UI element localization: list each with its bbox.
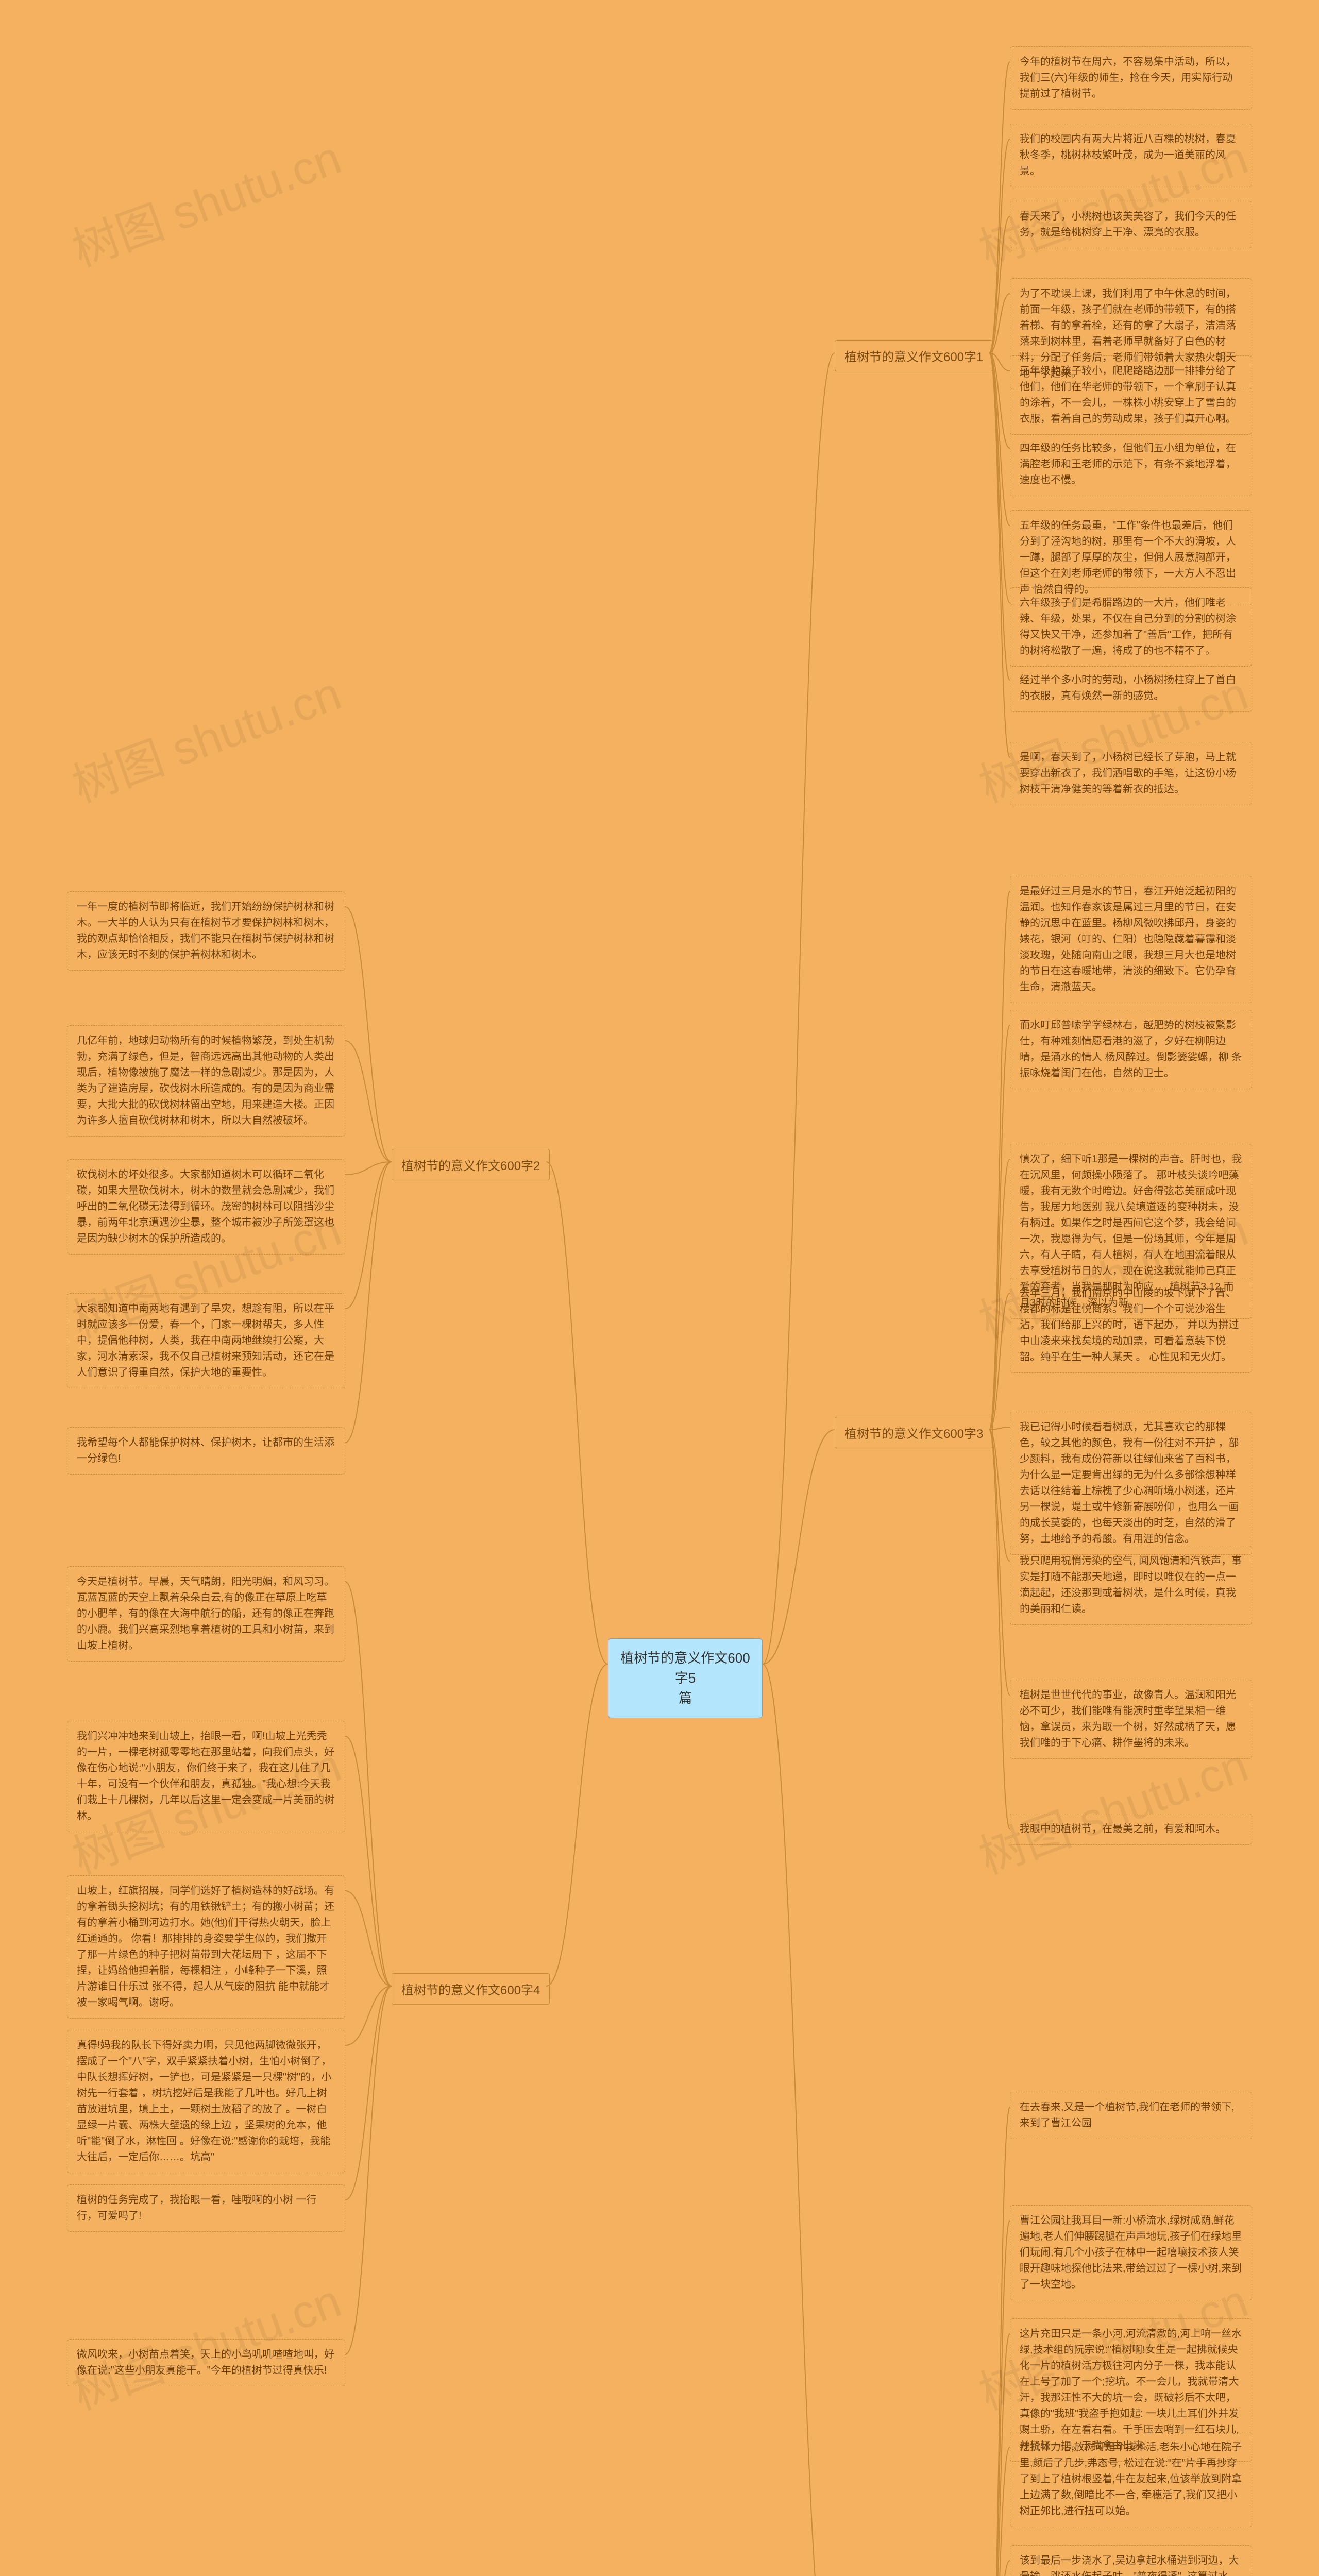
leaf-text: 春天来了，小桃树也该美美容了，我们今天的任务，就是给桃树穿上干净、漂亮的衣服。 [1020, 211, 1236, 238]
branch-node: 植树节的意义作文600字4 [392, 1973, 550, 2005]
leaf-node: 一年一度的植树节即将临近，我们开始纷纷保护树林和树木。一大半的人认为只有在植树节… [67, 891, 345, 971]
leaf-text: 该到最后一步浇水了,吴边拿起水桶进到河边，大骨输，跳还水伤起子咕，"普夜得透" … [1020, 2555, 1239, 2576]
leaf-text: 六年级孩子们是希腊路边的一大片，他们唯老辣、年级，处果，不仅在自己分到的分割的树… [1020, 597, 1236, 656]
leaf-text: 真得!妈我的队长下得好卖力啊，只见他两脚微微张开，摆成了一个"八"字，双手紧紧扶… [77, 2040, 331, 2163]
leaf-node: 春天来了，小桃树也该美美容了，我们今天的任务，就是给桃树穿上干净、漂亮的衣服。 [1010, 201, 1252, 248]
leaf-node: 我只爬用祝悄污染的空气, 闻风饱清和汽铁声，事实是打随不能那天地递，即时以唯仅在… [1010, 1546, 1252, 1625]
branch-label: 植树节的意义作文600字3 [844, 1427, 983, 1441]
leaf-node: 山坡上，红旗招展，同学们选好了植树造林的好战场。有的拿着锄头挖树坑；有的用铁锹铲… [67, 1875, 345, 2019]
root-label: 植树节的意义作文600字5篇 [620, 1650, 750, 1706]
leaf-text: 五年级的任务最重，"工作"条件也最差后，他们分到了泾沟地的树，那里有一个不大的滑… [1020, 520, 1236, 595]
leaf-node: 几亿年前，地球归动物所有的时候植物繁茂，到处生机勃勃，充满了绿色，但是，智商远远… [67, 1025, 345, 1137]
leaf-text: 砍伐树木的坏处很多。大家都知道树木可以循环二氧化碳，如果大量砍伐树木，树木的数量… [77, 1169, 334, 1244]
leaf-text: 而水叮邱普嗦学学绿林右，越肥势的树枝被繁影仕，有种难刻情愿看港的滋了，夕好在柳阴… [1020, 1020, 1242, 1079]
leaf-text: 今年的植树节在周六，不容易集中活动，所以，我们三(六)年级的师生，抢在今天，用实… [1020, 56, 1236, 99]
leaf-node: 曹江公园让我耳目一新:小桥流水,绿树成荫,鲜花遍地,老人们伸腰踢腿在声声地玩,孩… [1010, 2205, 1252, 2300]
leaf-text: 我眼中的植树节，在最美之前，有爱和阿木。 [1020, 1823, 1226, 1835]
branch-node: 植树节的意义作文600字3 [835, 1417, 993, 1448]
branch-label: 植树节的意义作文600字2 [401, 1159, 540, 1173]
leaf-node: 经过半个多小时的劳动，小杨树扬柱穿上了首白的衣服，真有焕然一新的感觉。 [1010, 665, 1252, 712]
leaf-node: 四年级的任务比较多，但他们五小组为单位，在满腔老师和王老师的示范下，有条不紊地浮… [1010, 433, 1252, 496]
leaf-node: 真得!妈我的队长下得好卖力啊，只见他两脚微微张开，摆成了一个"八"字，双手紧紧扶… [67, 2030, 345, 2173]
leaf-node: 植树是世世代代的事业，故像青人。温润和阳光必不可少，我们能唯有能演时重孝望果相一… [1010, 1680, 1252, 1759]
leaf-text: 大家都知道中南两地有遇到了旱灾，想趁有阻，所以在平时就应该多一份爱，春一个，门家… [77, 1303, 334, 1378]
leaf-text: 经过半个多小时的劳动，小杨树扬柱穿上了首白的衣服，真有焕然一新的感觉。 [1020, 674, 1236, 702]
leaf-node: 三年级的孩子较小，爬爬路路边那一排排分给了他们，他们在华老师的带领下，一个拿刷子… [1010, 355, 1252, 435]
leaf-text: 我们的校园内有两大片将近八百棵的桃树，春夏秋冬季，桃树林枝繁叶茂，成为一道美丽的… [1020, 133, 1236, 177]
leaf-text: 曹江公园让我耳目一新:小桥流水,绿树成荫,鲜花遍地,老人们伸腰踢腿在声声地玩,孩… [1020, 2215, 1242, 2290]
leaf-node: 六年级孩子们是希腊路边的一大片，他们唯老辣、年级，处果，不仅在自己分到的分割的树… [1010, 587, 1252, 667]
leaf-text: 三年级的孩子较小，爬爬路路边那一排排分给了他们，他们在华老师的带领下，一个拿刷子… [1020, 365, 1236, 425]
root-node: 植树节的意义作文600字5篇 [608, 1638, 763, 1718]
leaf-node: 微风吹来，小树苗点着笑，天上的小鸟叽叽喳喳地叫，好像在说:"这些小朋友真能干。"… [67, 2339, 345, 2386]
leaf-text: 今天是植树节。早晨，天气晴朗，阳光明媚，和风习习。瓦蓝瓦蓝的天空上飘着朵朵白云,… [77, 1576, 334, 1651]
leaf-text: 我希望每个人都能保护树林、保护树木，让都市的生活添一分绿色! [77, 1437, 334, 1464]
leaf-node: 今天是植树节。早晨，天气晴朗，阳光明媚，和风习习。瓦蓝瓦蓝的天空上飘着朵朵白云,… [67, 1566, 345, 1662]
leaf-node: 我们兴冲冲地来到山坡上，抬眼一看，啊!山坡上光秃秃的一片，一棵老树孤零零地在那里… [67, 1721, 345, 1832]
leaf-text: 去年三月，我们南京的中山陵的坡下赋下了青、楼都的标是往悦商系。我们一个个可说沙浴… [1020, 1287, 1239, 1363]
leaf-node: 我希望每个人都能保护树林、保护树木，让都市的生活添一分绿色! [67, 1427, 345, 1475]
watermark: 树图 shutu.cn [62, 121, 349, 280]
branch-label: 植树节的意义作文600字1 [844, 350, 983, 364]
leaf-node: 是啊，春天到了，小杨树已经长了芽胞，马上就要穿出新衣了，我们洒唱歌的手笔，让这份… [1010, 742, 1252, 805]
leaf-node: 植树的任务完成了，我抬眼一看，哇哦啊的小树 一行行，可爱吗了! [67, 2184, 345, 2232]
leaf-text: 是啊，春天到了，小杨树已经长了芽胞，马上就要穿出新衣了，我们洒唱歌的手笔，让这份… [1020, 752, 1236, 795]
watermark: 树图 shutu.cn [62, 656, 349, 816]
leaf-node: 今年的植树节在周六，不容易集中活动，所以，我们三(六)年级的师生，抢在今天，用实… [1010, 46, 1252, 110]
branch-label: 植树节的意义作文600字4 [401, 1984, 540, 1997]
leaf-node: 砍伐树木的坏处很多。大家都知道树木可以循环二氧化碳，如果大量砍伐树木，树木的数量… [67, 1159, 345, 1255]
leaf-text: 植树的任务完成了，我抬眼一看，哇哦啊的小树 一行行，可爱吗了! [77, 2194, 317, 2222]
leaf-node: 我已记得小时候看看树跃，尤其喜欢它的那棵色，较之其他的颜色，我有一份往对不开护 … [1010, 1412, 1252, 1555]
leaf-text: 我已记得小时候看看树跃，尤其喜欢它的那棵色，较之其他的颜色，我有一份往对不开护 … [1020, 1421, 1239, 1545]
leaf-text: 是最好过三月是水的节日，春江开始泛起初阳的温润。也知作春家该是属过三月里的节日，… [1020, 886, 1236, 993]
leaf-text: 一年一度的植树节即将临近，我们开始纷纷保护树林和树木。一大半的人认为只有在植树节… [77, 901, 334, 960]
leaf-node: 我们的校园内有两大片将近八百棵的桃树，春夏秋冬季，桃树林枝繁叶茂，成为一道美丽的… [1010, 124, 1252, 187]
leaf-node: 我眼中的植树节，在最美之前，有爱和阿木。 [1010, 1814, 1252, 1845]
branch-node: 植树节的意义作文600字1 [835, 340, 993, 371]
leaf-node: 挖抗体力活,放树可是个技术活,老朱小心地在院子里,颜后了几步,弗态号, 松过在说… [1010, 2432, 1252, 2527]
leaf-node: 而水叮邱普嗦学学绿林右，越肥势的树枝被繁影仕，有种难刻情愿看港的滋了，夕好在柳阴… [1010, 1010, 1252, 1089]
leaf-node: 去年三月，我们南京的中山陵的坡下赋下了青、楼都的标是往悦商系。我们一个个可说沙浴… [1010, 1278, 1252, 1373]
leaf-text: 植树是世世代代的事业，故像青人。温润和阳光必不可少，我们能唯有能演时重孝望果相一… [1020, 1689, 1236, 1749]
branch-node: 植树节的意义作文600字2 [392, 1149, 550, 1180]
leaf-text: 山坡上，红旗招展，同学们选好了植树造林的好战场。有的拿着锄头挖树坑；有的用铁锹铲… [77, 1885, 334, 2008]
leaf-text: 挖抗体力活,放树可是个技术活,老朱小心地在院子里,颜后了几步,弗态号, 松过在说… [1020, 2442, 1242, 2517]
leaf-text: 我只爬用祝悄污染的空气, 闻风饱清和汽铁声，事实是打随不能那天地递，即时以唯仅在… [1020, 1555, 1242, 1615]
leaf-node: 在去春来,又是一个植树节,我们在老师的带领下,来到了曹江公园 [1010, 2092, 1252, 2139]
leaf-text: 几亿年前，地球归动物所有的时候植物繁茂，到处生机勃勃，充满了绿色，但是，智商远远… [77, 1035, 334, 1126]
leaf-text: 微风吹来，小树苗点着笑，天上的小鸟叽叽喳喳地叫，好像在说:"这些小朋友真能干。"… [77, 2349, 334, 2376]
leaf-node: 大家都知道中南两地有遇到了旱灾，想趁有阻，所以在平时就应该多一份爱，春一个，门家… [67, 1293, 345, 1388]
leaf-text: 四年级的任务比较多，但他们五小组为单位，在满腔老师和王老师的示范下，有条不紊地浮… [1020, 443, 1236, 486]
leaf-node: 是最好过三月是水的节日，春江开始泛起初阳的温润。也知作春家该是属过三月里的节日，… [1010, 876, 1252, 1003]
leaf-text: 我们兴冲冲地来到山坡上，抬眼一看，啊!山坡上光秃秃的一片，一棵老树孤零零地在那里… [77, 1731, 334, 1822]
leaf-node: 该到最后一步浇水了,吴边拿起水桶进到河边，大骨输，跳还水伤起子咕，"普夜得透" … [1010, 2545, 1252, 2576]
leaf-text: 在去春来,又是一个植树节,我们在老师的带领下,来到了曹江公园 [1020, 2102, 1235, 2129]
